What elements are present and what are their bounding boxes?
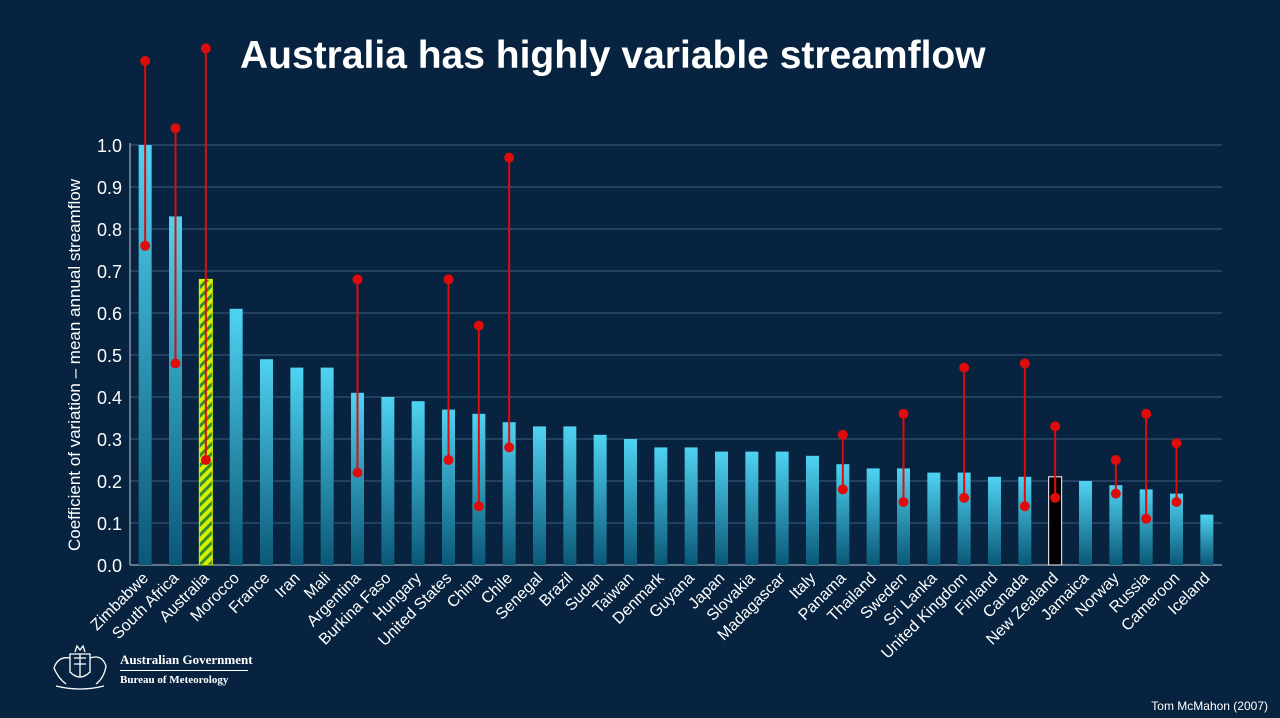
bar-jamaica <box>1079 481 1092 565</box>
range-high-marker <box>1141 408 1152 419</box>
y-tick-label: 0.6 <box>97 304 122 324</box>
bar-argentina <box>351 392 364 565</box>
range-low-marker <box>959 492 970 503</box>
bom-logo: Australian Government Bureau of Meteorol… <box>48 640 258 692</box>
bar-taiwan <box>624 439 637 565</box>
range-low-marker <box>140 240 151 251</box>
bar-sudan <box>593 434 607 565</box>
range-high-marker <box>473 320 484 331</box>
source-credit: Tom McMahon (2007) <box>1151 699 1268 713</box>
range-low-marker <box>200 455 211 465</box>
bar-burkina-faso <box>381 397 395 565</box>
bar-cameroon <box>1170 493 1183 565</box>
bar-south-africa <box>169 216 182 565</box>
bar-denmark <box>654 447 668 565</box>
logo-divider <box>120 670 248 671</box>
range-low-marker <box>170 358 181 369</box>
y-tick-label: 0.4 <box>97 388 122 408</box>
range-low-marker <box>443 455 454 465</box>
range-high-marker <box>1019 358 1030 369</box>
y-tick-label: 0.5 <box>97 346 122 366</box>
bar-italy <box>806 455 819 565</box>
range-high-marker <box>443 274 454 285</box>
bar-morocco <box>229 308 243 565</box>
logo-government-text: Australian Government <box>120 652 253 667</box>
bar-norway <box>1109 485 1123 565</box>
bar-japan <box>715 451 728 565</box>
bar-madagascar <box>775 451 789 565</box>
range-low-marker <box>837 484 848 495</box>
range-low-marker <box>1019 501 1030 512</box>
range-low-marker <box>1050 492 1061 503</box>
range-low-marker <box>1141 513 1152 524</box>
range-high-marker <box>352 274 363 285</box>
x-tick-label: China <box>444 570 486 612</box>
y-tick-label: 0.0 <box>97 556 122 576</box>
range-high-marker <box>170 123 181 134</box>
range-low-marker <box>1171 497 1182 507</box>
range-lines <box>140 43 1182 524</box>
y-tick-label: 0.1 <box>97 514 122 534</box>
bar-iran <box>290 367 304 565</box>
bar-brazil <box>563 426 577 565</box>
range-high-marker <box>504 152 515 163</box>
bar-united-states <box>442 409 455 565</box>
bar-mali <box>320 367 334 565</box>
axes <box>129 143 1222 566</box>
range-high-marker <box>1050 421 1061 432</box>
range-low-marker <box>352 467 363 478</box>
x-tick-label: Iran <box>272 570 304 602</box>
logo-bureau-text: Bureau of Meteorology <box>120 674 229 686</box>
y-tick-label: 0.7 <box>97 262 122 282</box>
range-low-marker <box>1110 488 1121 499</box>
y-tick-label: 0.2 <box>97 472 122 492</box>
bars <box>138 145 1214 566</box>
bar-senegal <box>533 426 546 565</box>
range-low-marker <box>473 501 484 512</box>
bar-guyana <box>684 447 698 565</box>
range-low-marker <box>898 497 909 507</box>
bar-iceland <box>1200 514 1214 565</box>
bar-france <box>260 359 273 565</box>
range-high-marker <box>1110 455 1121 465</box>
range-high-marker <box>1171 438 1182 449</box>
bar-slovakia <box>745 451 759 565</box>
range-high-marker <box>898 408 909 419</box>
gridlines <box>130 144 1222 524</box>
y-tick-label: 0.9 <box>97 178 122 198</box>
bar-canada <box>1018 476 1032 565</box>
bar-sweden <box>897 468 910 565</box>
y-tick-label: 0.8 <box>97 220 122 240</box>
range-high-marker <box>200 43 211 54</box>
bar-finland <box>988 476 1001 565</box>
bar-hungary <box>411 401 425 565</box>
y-tick-label: 1.0 <box>97 136 122 156</box>
chart-title: Australia has highly variable streamflow <box>240 34 986 77</box>
y-axis-title: Coefficient of variation – mean annual s… <box>65 178 84 551</box>
coat-of-arms-icon <box>53 644 107 690</box>
bar-zimbabwe <box>138 145 152 565</box>
bar-thailand <box>866 468 880 565</box>
range-high-marker <box>140 56 151 66</box>
bar-chile <box>502 422 516 565</box>
range-high-marker <box>959 362 970 373</box>
bar-russia <box>1139 489 1153 565</box>
range-low-marker <box>504 442 515 453</box>
bar-sri-lanka <box>927 472 941 565</box>
y-tick-label: 0.3 <box>97 430 122 450</box>
range-high-marker <box>837 429 848 440</box>
